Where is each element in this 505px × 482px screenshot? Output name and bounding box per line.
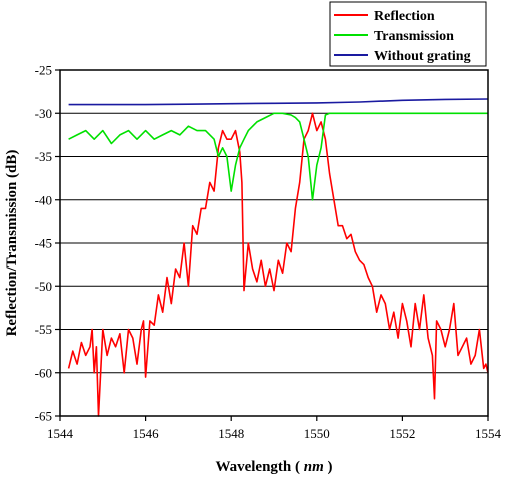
series-line-without-grating (68, 98, 489, 106)
x-axis-title: Wavelength ( nm ) (215, 459, 332, 475)
y-tick-label: -65 (35, 409, 52, 424)
y-tick-label: -40 (35, 192, 52, 207)
x-axis-title-paren-close: ) (328, 459, 333, 475)
y-tick-label: -35 (35, 149, 52, 164)
x-tick-label: 1552 (389, 426, 415, 441)
x-tick-label: 1548 (218, 426, 244, 441)
x-tick-label: 1550 (304, 426, 330, 441)
y-tick-label: -30 (35, 106, 52, 121)
series-lines (67, 98, 489, 417)
y-tick-label: -25 (35, 63, 52, 78)
x-tick-label: 1554 (475, 426, 502, 441)
y-tick-label: -45 (35, 236, 52, 251)
legend: Reflection Transmission Without grating (329, 1, 487, 67)
y-tick-label: -55 (35, 322, 52, 337)
y-axis-ticks: -25 -30 -35 -40 -45 -50 -55 -60 -65 (35, 63, 60, 424)
y-tick-label: -50 (35, 279, 52, 294)
x-axis-title-unit: nm (304, 459, 324, 475)
series-line-transmission (68, 112, 488, 201)
x-tick-label: 1546 (133, 426, 160, 441)
x-axis-title-main: Wavelength (215, 459, 291, 475)
y-tick-label: -60 (35, 365, 52, 380)
legend-label: Reflection (374, 9, 435, 24)
x-tick-label: 1544 (47, 426, 74, 441)
legend-label: Without grating (374, 49, 471, 64)
x-axis-ticks: 1544 1546 1548 1550 1552 1554 (47, 416, 502, 441)
legend-label: Transmission (374, 29, 454, 44)
series-line-reflection (67, 112, 489, 417)
y-axis-title: Reflection/Transmission (dB) (4, 150, 20, 337)
gridlines (60, 112, 488, 374)
x-axis-title-paren-open: ( (295, 459, 300, 475)
